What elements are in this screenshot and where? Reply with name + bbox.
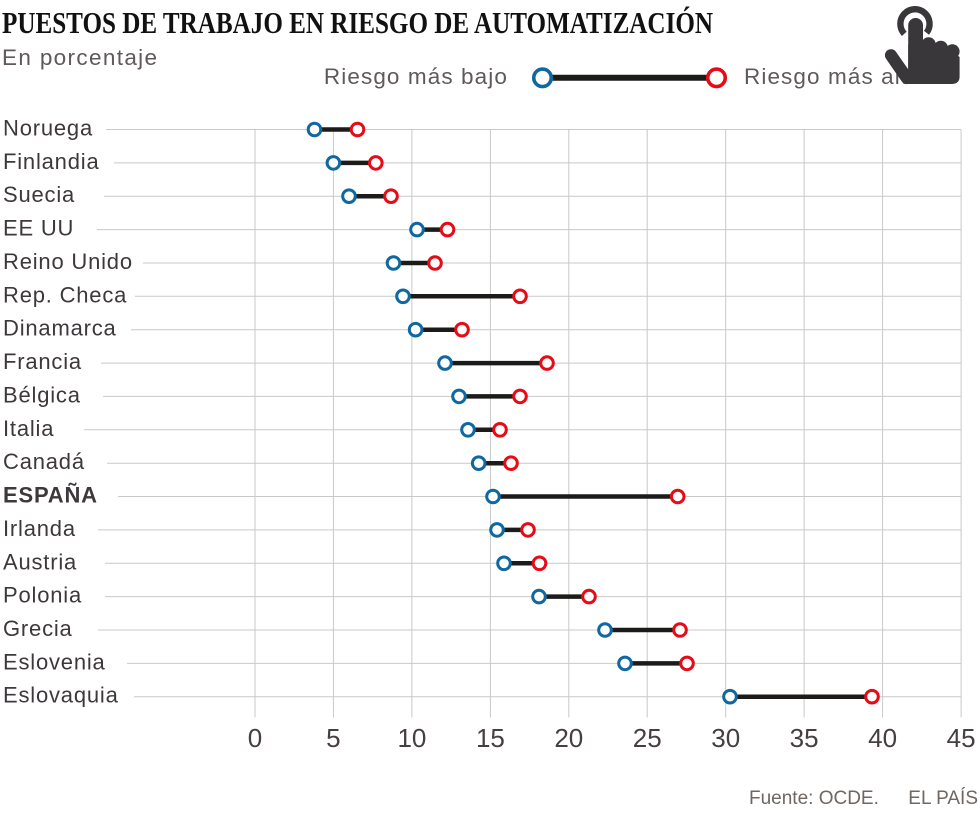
svg-text:Grecia: Grecia xyxy=(3,616,73,641)
svg-text:Dinamarca: Dinamarca xyxy=(3,316,117,341)
svg-text:Polonia: Polonia xyxy=(3,583,82,608)
svg-text:Bélgica: Bélgica xyxy=(3,382,81,407)
svg-text:Noruega: Noruega xyxy=(3,116,93,141)
svg-text:10: 10 xyxy=(397,723,426,753)
svg-text:Finlandia: Finlandia xyxy=(3,149,99,174)
svg-text:Riesgo más alto: Riesgo más alto xyxy=(744,64,922,89)
svg-text:Italia: Italia xyxy=(3,416,54,441)
svg-text:20: 20 xyxy=(554,723,583,753)
svg-text:EE UU: EE UU xyxy=(3,216,74,241)
svg-text:Reino Unido: Reino Unido xyxy=(3,249,133,274)
svg-text:Suecia: Suecia xyxy=(3,182,75,207)
svg-text:Riesgo más bajo: Riesgo más bajo xyxy=(324,64,508,89)
svg-text:0: 0 xyxy=(248,723,262,753)
svg-text:ESPAÑA: ESPAÑA xyxy=(3,483,98,508)
svg-text:45: 45 xyxy=(947,723,976,753)
svg-text:5: 5 xyxy=(326,723,340,753)
svg-text:25: 25 xyxy=(633,723,662,753)
svg-text:Rep. Checa: Rep. Checa xyxy=(3,282,127,307)
svg-text:35: 35 xyxy=(790,723,819,753)
svg-text:Austria: Austria xyxy=(3,549,77,574)
svg-text:EL PAÍS: EL PAÍS xyxy=(908,788,978,809)
svg-text:Fuente: OCDE.: Fuente: OCDE. xyxy=(749,788,879,809)
svg-text:Canadá: Canadá xyxy=(3,449,85,474)
svg-text:15: 15 xyxy=(476,723,505,753)
svg-text:PUESTOS DE TRABAJO EN RIESGO D: PUESTOS DE TRABAJO EN RIESGO DE AUTOMATI… xyxy=(2,5,713,40)
svg-text:30: 30 xyxy=(711,723,740,753)
svg-text:Eslovenia: Eslovenia xyxy=(3,649,106,674)
svg-text:Francia: Francia xyxy=(3,349,82,374)
svg-text:40: 40 xyxy=(868,723,897,753)
svg-text:Irlanda: Irlanda xyxy=(3,516,76,541)
svg-text:En porcentaje: En porcentaje xyxy=(2,45,158,70)
svg-text:Eslovaquia: Eslovaquia xyxy=(3,683,119,708)
